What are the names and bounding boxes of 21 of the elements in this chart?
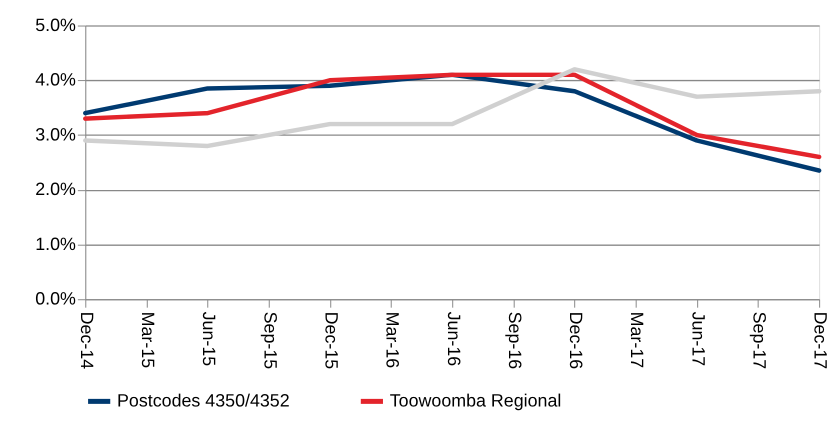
x-tick-label: Mar-16	[382, 312, 403, 368]
x-tick-label: Jun-17	[688, 312, 708, 366]
legend-label: Postcodes 4350/4352	[117, 390, 290, 410]
y-tick-label: 2.0%	[35, 179, 76, 200]
x-tick-label: Sep-16	[504, 312, 525, 370]
legend-label: Toowoomba Regional	[390, 390, 562, 410]
y-tick-label: 1.0%	[35, 234, 76, 254]
y-tick-label: 5.0%	[35, 14, 76, 35]
x-tick-label: Dec-14	[76, 312, 97, 370]
x-tick-label: Sep-15	[260, 312, 280, 370]
x-tick-label: Dec-15	[321, 312, 342, 370]
x-tick-label: Mar-15	[138, 312, 158, 368]
x-tick-label: Jun-15	[199, 312, 220, 366]
x-tick-label: Mar-17	[627, 312, 648, 368]
x-tick-label: Dec-16	[566, 312, 586, 370]
y-tick-label: 3.0%	[35, 124, 76, 144]
y-tick-label: 4.0%	[35, 70, 76, 90]
x-tick-label: Jun-16	[444, 312, 464, 366]
y-tick-label: 0.0%	[35, 288, 76, 309]
x-tick-label: Dec-17	[810, 312, 831, 370]
x-tick-label: Sep-17	[750, 312, 770, 370]
